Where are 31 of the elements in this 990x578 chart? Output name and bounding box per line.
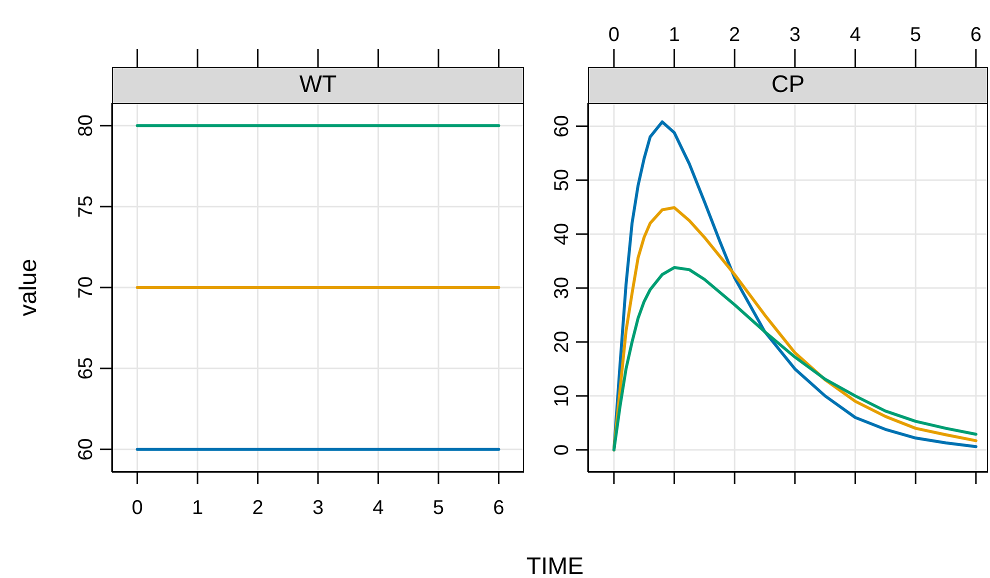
line-series [612, 266, 978, 452]
y-tick-label: 40 [551, 222, 573, 246]
x-tick-label: 1 [192, 497, 204, 519]
y-tick-label: 70 [75, 276, 97, 299]
x-tick-label: 3 [789, 24, 800, 46]
x-tick-label: 4 [372, 497, 384, 519]
y-tick-label: 65 [75, 357, 97, 380]
x-tick-label: 5 [432, 497, 444, 519]
y-tick-label: 0 [551, 444, 573, 456]
x-tick-label: 2 [729, 24, 740, 46]
y-tick-label: 10 [551, 384, 573, 408]
y-axis-title: value [15, 258, 42, 316]
x-tick-label: 5 [910, 24, 922, 46]
y-tick-label: 20 [551, 330, 573, 354]
y-tick-label: 50 [551, 169, 573, 192]
y-tick-label: 60 [75, 438, 97, 460]
y-tick-label: 30 [551, 276, 573, 300]
x-tick-label: 0 [608, 24, 620, 46]
chart-title: CP [588, 67, 988, 104]
x-tick-label: 3 [312, 497, 324, 519]
y-tick-label: 60 [551, 115, 573, 138]
x-tick-label: 6 [970, 24, 982, 46]
x-axis-title: TIME [526, 553, 584, 578]
x-tick-label: 1 [668, 24, 680, 46]
x-tick-label: 0 [132, 497, 143, 519]
x-tick-label: 6 [493, 497, 504, 519]
y-tick-label: 75 [75, 195, 97, 218]
y-tick-label: 80 [75, 114, 97, 137]
x-tick-label: 4 [850, 24, 861, 46]
x-tick-label: 2 [252, 497, 264, 519]
chart-title: WT [112, 67, 524, 104]
